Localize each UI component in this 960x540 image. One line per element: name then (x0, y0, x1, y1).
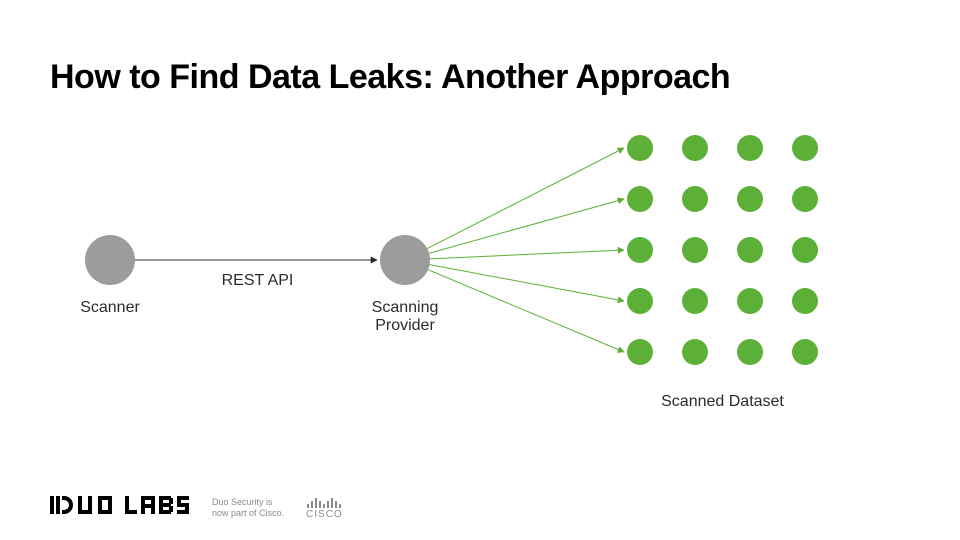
dataset-dot (627, 237, 653, 263)
dataset-dot (627, 186, 653, 212)
dataset-dot (682, 237, 708, 263)
fanout-arrow (430, 250, 624, 259)
dataset-dot (792, 288, 818, 314)
footer-tagline: Duo Security is now part of Cisco. (212, 497, 284, 519)
dataset-dot (792, 237, 818, 263)
cisco-bars-icon (307, 496, 341, 508)
scanner-label: Scanner (30, 299, 190, 317)
fanout-arrow (429, 199, 624, 253)
cisco-text: CISCO (306, 509, 343, 520)
cisco-logo: CISCO (306, 496, 343, 520)
dataset-dot (792, 339, 818, 365)
dataset-dot (682, 339, 708, 365)
dataset-dot (737, 186, 763, 212)
dataset-dot (737, 288, 763, 314)
scanned-dataset-label: Scanned Dataset (643, 393, 803, 411)
dataset-dot (737, 339, 763, 365)
dataset-dot (737, 135, 763, 161)
scanner-node (85, 235, 135, 285)
dataset-dot (682, 288, 708, 314)
dataset-dot (627, 135, 653, 161)
dataset-dot (792, 186, 818, 212)
dataset-dot (737, 237, 763, 263)
dataset-dot (682, 186, 708, 212)
dataset-dot (627, 339, 653, 365)
fanout-arrow (427, 148, 624, 249)
dataset-dot (792, 135, 818, 161)
scanning-provider-node (380, 235, 430, 285)
tagline-line1: Duo Security is (212, 497, 284, 508)
diagram-svg (0, 0, 960, 540)
duo-labs-logo (50, 494, 190, 522)
tagline-line2: now part of Cisco. (212, 508, 284, 519)
slide: How to Find Data Leaks: Another Approach… (0, 0, 960, 540)
footer: Duo Security is now part of Cisco. CISCO (50, 494, 343, 522)
dataset-dot (627, 288, 653, 314)
dataset-dot (682, 135, 708, 161)
rest-api-label: REST API (178, 272, 338, 290)
scanning-provider-label: ScanningProvider (325, 299, 485, 335)
